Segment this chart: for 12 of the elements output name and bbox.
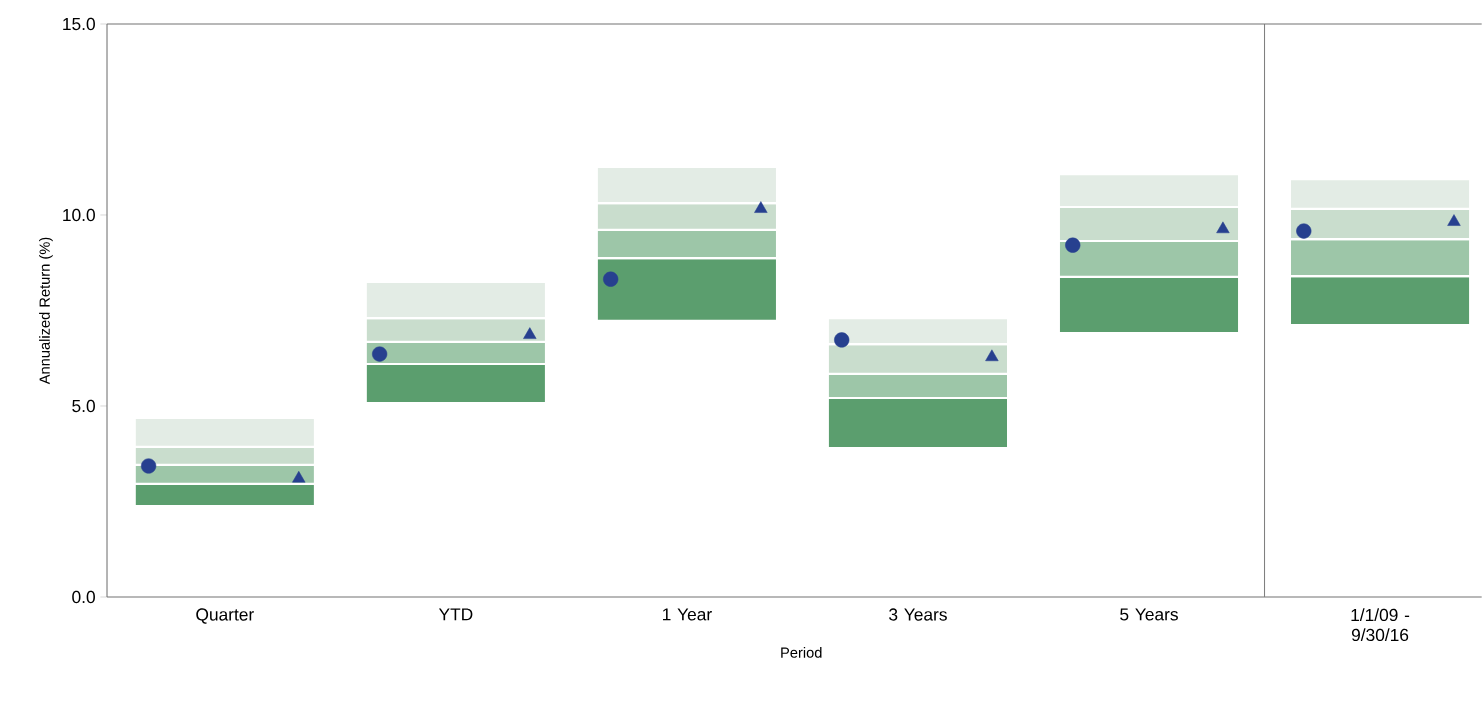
- y-tick-label: 15.0: [63, 17, 95, 31]
- y-tick-label: 10.0: [63, 208, 95, 222]
- x-tick-label: Quarter: [196, 608, 254, 624]
- x-axis-title: Period: [781, 647, 822, 658]
- y-tick-label: 0.0: [72, 590, 95, 604]
- x-tick-label: 1 Year: [663, 608, 712, 621]
- y-axis-title: Annualized Return (%): [39, 237, 53, 385]
- y-tick-label: 5.0: [72, 399, 95, 413]
- x-tick-label: 5 Years: [1120, 608, 1178, 621]
- x-tick-label: 3 Years: [889, 608, 947, 621]
- x-tick-label: 1/1/09 - 9/30/16: [1351, 608, 1410, 642]
- x-tick-label: YTD: [438, 608, 473, 621]
